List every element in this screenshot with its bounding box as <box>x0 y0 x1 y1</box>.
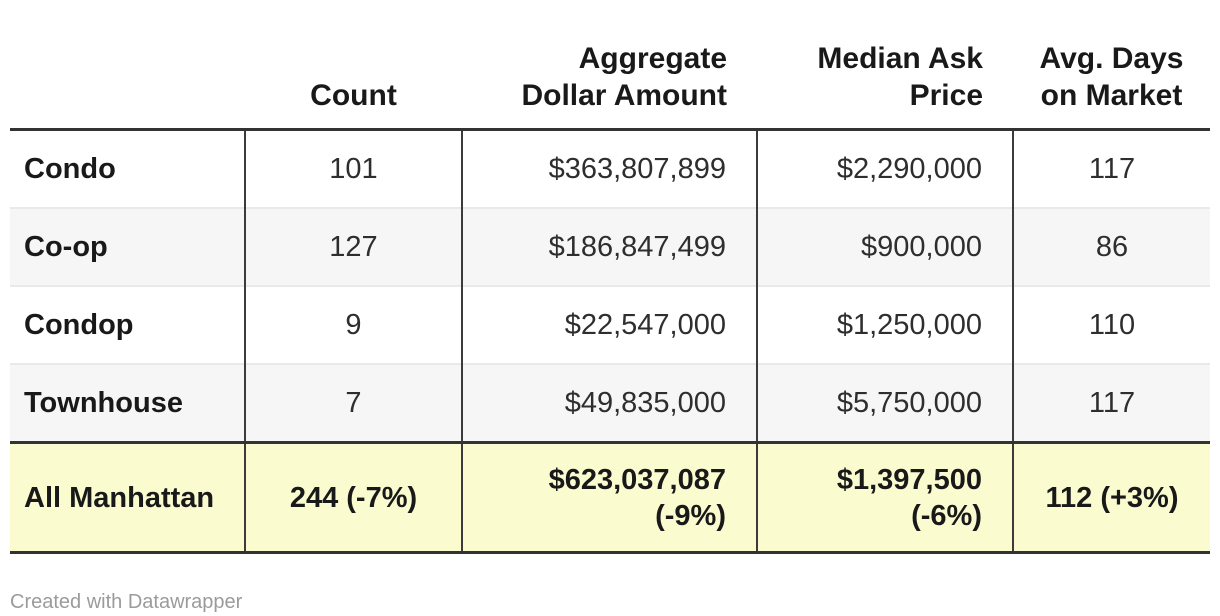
cell-count: 101 <box>244 129 462 208</box>
column-header-aggregate-dollar-amount: Aggregate Dollar Amount <box>462 40 757 131</box>
column-header-count-label: Count <box>310 79 397 112</box>
table-row-coop: Co-op 127 $186,847,499 $900,000 86 <box>10 207 1210 286</box>
cell-avg-days-on-market: 110 <box>1012 285 1210 364</box>
total-row-label: All Manhattan <box>10 441 245 554</box>
total-cell-count: 244 (-7%) <box>244 441 462 554</box>
header-row: Count Aggregate Dollar Amount Median Ask… <box>10 40 1210 131</box>
cell-median-ask-price: $2,290,000 <box>756 129 1013 208</box>
cell-aggregate-dollar-amount: $49,835,000 <box>461 363 757 443</box>
cell-count: 7 <box>244 363 462 443</box>
cell-avg-days-on-market: 117 <box>1012 363 1210 443</box>
data-table: Count Aggregate Dollar Amount Median Ask… <box>10 40 1210 554</box>
column-header-median-ask-price: Median Ask Price <box>757 40 1013 131</box>
cell-aggregate-dollar-amount: $22,547,000 <box>461 285 757 364</box>
row-label: Condop <box>10 285 245 364</box>
cell-median-ask-price: $1,250,000 <box>756 285 1013 364</box>
cell-count: 9 <box>244 285 462 364</box>
total-cell-aggregate-dollar-amount: $623,037,087 (-9%) <box>461 441 757 554</box>
column-header-count: Count <box>245 40 462 131</box>
row-label: Condo <box>10 129 245 208</box>
column-header-empty <box>10 40 245 131</box>
cell-count: 127 <box>244 207 462 286</box>
table-row-condo: Condo 101 $363,807,899 $2,290,000 117 <box>10 129 1210 208</box>
row-label: Co-op <box>10 207 245 286</box>
row-label: Townhouse <box>10 363 245 443</box>
total-cell-median-ask-price: $1,397,500 (-6%) <box>756 441 1013 554</box>
cell-median-ask-price: $900,000 <box>756 207 1013 286</box>
cell-aggregate-dollar-amount: $363,807,899 <box>461 129 757 208</box>
column-header-median-label: Median Ask Price <box>817 42 983 112</box>
cell-avg-days-on-market: 86 <box>1012 207 1210 286</box>
datawrapper-table-chart: Count Aggregate Dollar Amount Median Ask… <box>10 40 1210 554</box>
total-cell-avg-days-on-market: 112 (+3%) <box>1012 441 1210 554</box>
table-row-condop: Condop 9 $22,547,000 $1,250,000 110 <box>10 285 1210 364</box>
cell-avg-days-on-market: 117 <box>1012 129 1210 208</box>
column-header-aggregate-label: Aggregate Dollar Amount <box>521 42 727 112</box>
datawrapper-attribution-link[interactable]: Created with Datawrapper <box>10 591 243 613</box>
cell-median-ask-price: $5,750,000 <box>756 363 1013 443</box>
column-header-avg-days-on-market: Avg. Days on Market <box>1013 40 1210 131</box>
total-row-all-manhattan: All Manhattan 244 (-7%) $623,037,087 (-9… <box>10 441 1210 554</box>
table-row-townhouse: Townhouse 7 $49,835,000 $5,750,000 117 <box>10 363 1210 443</box>
column-header-days-label: Avg. Days on Market <box>1039 42 1184 112</box>
cell-aggregate-dollar-amount: $186,847,499 <box>461 207 757 286</box>
